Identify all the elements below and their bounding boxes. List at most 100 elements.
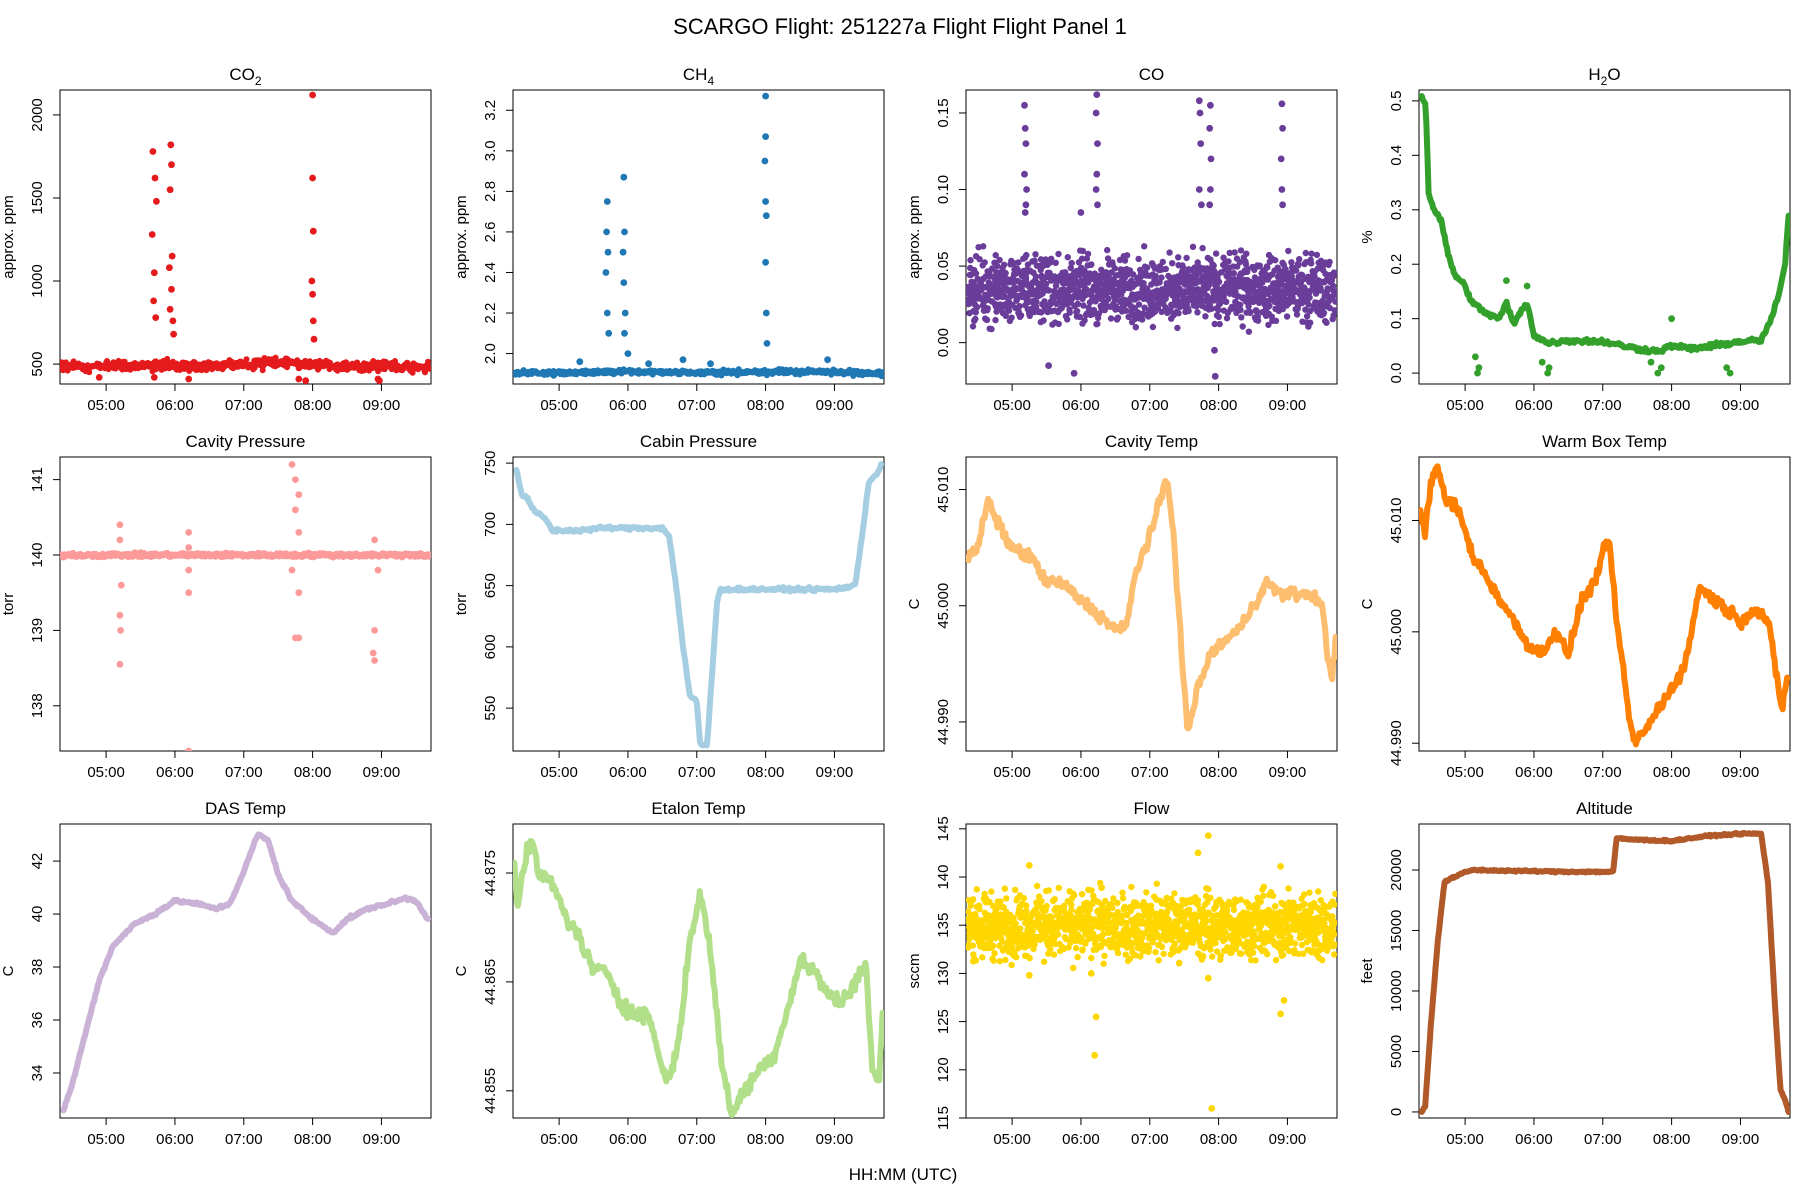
spike-point: [167, 141, 175, 149]
xtick-label: 09:00: [1269, 1131, 1307, 1148]
band-point: [1040, 958, 1048, 965]
spike-point: [1523, 282, 1531, 290]
band-point: [1064, 316, 1071, 323]
spike-point: [1092, 109, 1100, 117]
panel-ylabel: %: [1359, 230, 1376, 243]
panel-ylabel: approx. ppm: [906, 195, 923, 278]
band-point: [1332, 941, 1337, 948]
band-point: [996, 958, 1004, 965]
ytick-label: 500: [29, 352, 46, 377]
band-point: [1222, 936, 1229, 943]
band-point: [1290, 899, 1297, 906]
baseline-point: [794, 369, 801, 376]
spike-point: [116, 611, 124, 619]
spike-point: [1726, 369, 1734, 377]
spike-point: [1654, 369, 1662, 377]
xtick-label: 06:00: [1515, 397, 1553, 414]
data-layer: [966, 91, 1337, 380]
band-point: [1175, 310, 1182, 317]
band-point: [1243, 250, 1250, 257]
baseline-point: [585, 368, 592, 375]
dip-point: [150, 374, 158, 381]
panel-title: Etalon Temp: [651, 799, 745, 818]
band-point: [1122, 307, 1130, 314]
spike-point: [762, 92, 769, 100]
band-point: [1011, 949, 1018, 956]
band-point: [1086, 905, 1094, 913]
band-point: [1194, 897, 1202, 904]
panel-frame: [512, 456, 885, 752]
band-point: [1245, 328, 1253, 335]
band-point: [976, 256, 983, 263]
series-trace: [1419, 829, 1790, 1115]
band-point: [1257, 898, 1264, 905]
band-point: [1125, 937, 1132, 945]
band-point: [1080, 302, 1087, 309]
panel-title: Cavity Pressure: [186, 432, 306, 451]
band-point: [999, 938, 1006, 945]
band-point: [988, 325, 995, 333]
band-point: [1331, 288, 1337, 295]
band-point: [1305, 301, 1312, 308]
xtick-label: 06:00: [1515, 764, 1553, 781]
band-point: [1315, 888, 1322, 895]
band-point: [1175, 254, 1182, 261]
spike-point: [762, 133, 769, 141]
series-trace: [60, 831, 431, 1114]
spike-point: [763, 340, 771, 347]
spike-point: [310, 335, 318, 343]
dip-point: [376, 377, 383, 384]
spike-point: [1280, 997, 1288, 1004]
xtick-label: 06:00: [1515, 1131, 1553, 1148]
band-point: [1185, 307, 1192, 315]
panel-title-main: DAS Temp: [205, 799, 286, 818]
spike-point: [117, 627, 124, 634]
data-layer: [966, 832, 1337, 1112]
panel-title: Warm Box Temp: [1542, 432, 1667, 451]
spike-point: [292, 476, 299, 483]
panel-title-main: CO: [1139, 65, 1165, 84]
xtick-label: 07:00: [1131, 1131, 1169, 1148]
ytick-label: 44.865: [482, 959, 499, 1005]
band-point: [1139, 316, 1146, 323]
baseline-point: [830, 366, 837, 373]
panel-frame: [965, 89, 1338, 385]
xtick-label: 06:00: [609, 764, 647, 781]
spike-point: [168, 285, 175, 293]
band-point: [1272, 903, 1279, 910]
spike-point: [309, 317, 317, 325]
band-point: [983, 316, 991, 324]
ytick-label: 10000: [1388, 970, 1405, 1012]
band-point: [1230, 270, 1238, 277]
band-point: [1090, 306, 1098, 314]
band-point: [1326, 258, 1333, 266]
band-point: [992, 252, 999, 259]
ytick-label: 115: [935, 1106, 952, 1130]
band-point: [1145, 944, 1153, 952]
ytick-label: 45.010: [935, 467, 952, 513]
panel-title-main: CO: [229, 65, 255, 84]
baseline-point: [840, 371, 847, 378]
band-point: [1236, 258, 1244, 266]
baseline-point: [124, 365, 131, 372]
band-point: [991, 950, 998, 957]
band-point: [1162, 265, 1170, 273]
band-point: [1121, 257, 1129, 264]
ytick-label: 45.000: [935, 583, 952, 629]
baseline-point: [77, 362, 83, 369]
ytick-label: 5000: [1388, 1035, 1405, 1068]
ytick-label: 0.5: [1388, 90, 1405, 111]
xtick-label: 08:00: [1200, 397, 1238, 414]
band-point: [1082, 940, 1089, 947]
spike-point: [1197, 140, 1205, 148]
band-point: [1260, 883, 1268, 890]
band-point: [1017, 312, 1025, 319]
baseline-point: [161, 365, 168, 372]
xtick-label: 09:00: [1722, 764, 1760, 781]
spike-point: [1022, 201, 1030, 209]
band-point: [1232, 943, 1240, 950]
ytick-label: 141: [29, 467, 46, 492]
spike-point: [371, 627, 378, 634]
band-point: [1298, 941, 1306, 949]
